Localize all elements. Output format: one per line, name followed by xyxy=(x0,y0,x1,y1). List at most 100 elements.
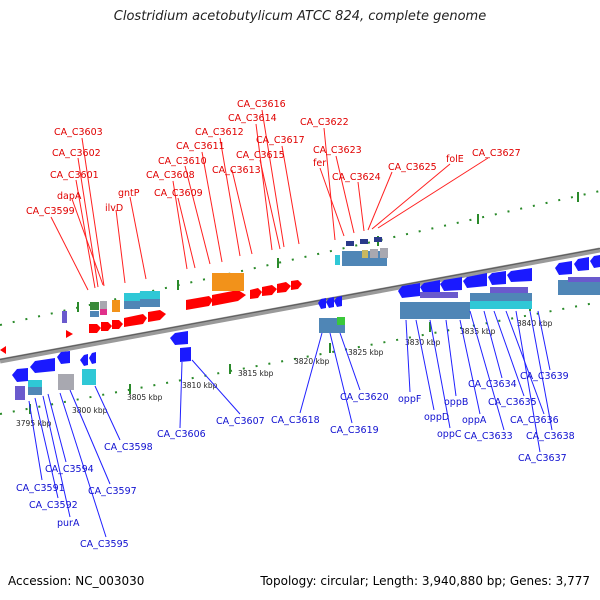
gene-label: CA_C3635 xyxy=(488,397,537,408)
gene-label: oppA xyxy=(462,415,487,426)
reverse-gene xyxy=(507,268,532,282)
domain-block xyxy=(568,277,600,282)
domain-block xyxy=(28,380,42,387)
gene-label: CA_C3620 xyxy=(340,392,389,403)
gene-label: dapA xyxy=(57,191,82,202)
gene-label: ilvD xyxy=(105,203,123,214)
domain-block xyxy=(400,302,470,309)
reverse-gene xyxy=(170,331,188,345)
forward-gene xyxy=(277,282,291,293)
reverse-gene xyxy=(89,352,96,364)
reverse-strand-genes xyxy=(12,255,600,382)
scale-label: 3820 kbp xyxy=(294,357,330,366)
scale-label: 3815 kbp xyxy=(238,369,274,378)
scale-labels: 3795 kbp 3800 kbp 3805 kbp 3810 kbp 3815… xyxy=(16,319,553,428)
domain-block xyxy=(140,291,160,299)
domain-block xyxy=(490,287,528,293)
forward-gene xyxy=(186,296,213,310)
reverse-gene xyxy=(555,261,572,275)
forward-gene xyxy=(101,322,112,331)
reverse-domain-blocks xyxy=(15,277,600,400)
gene-label: CA_C3603 xyxy=(54,127,103,138)
gene-label: CA_C3637 xyxy=(518,453,567,464)
forward-gene xyxy=(112,320,123,329)
reverse-gene xyxy=(334,296,342,307)
scale-label: 3805 kbp xyxy=(127,393,163,402)
gene-label: fer xyxy=(313,158,326,169)
forward-gene xyxy=(148,310,166,322)
genome-stats-text: Topology: circular; Length: 3,940,880 bp… xyxy=(260,574,590,588)
scale-label: 3810 kbp xyxy=(182,381,218,390)
gene-label: CA_C3623 xyxy=(313,145,362,156)
gene-label: oppD xyxy=(424,412,449,423)
genome-backbone xyxy=(0,247,600,364)
reverse-gene xyxy=(398,283,420,298)
reverse-gene-labels: CA_C3591 CA_C3592 CA_C3594 purA CA_C3595… xyxy=(16,371,575,550)
domain-block xyxy=(374,237,382,242)
domain-block xyxy=(420,292,458,298)
gene-label: CA_C3594 xyxy=(45,464,94,475)
gene-label: oppC xyxy=(437,429,462,440)
gene-label: CA_C3595 xyxy=(80,539,129,550)
gene-label: CA_C3638 xyxy=(526,431,575,442)
gene-label: CA_C3598 xyxy=(104,442,153,453)
gene-label: CA_C3633 xyxy=(464,431,513,442)
domain-block xyxy=(90,311,99,317)
domain-block xyxy=(62,311,67,323)
gene-label: CA_C3608 xyxy=(146,170,195,181)
gene-label: CA_C3601 xyxy=(50,170,99,181)
domain-block xyxy=(319,325,345,333)
domain-block xyxy=(140,299,160,307)
domain-block xyxy=(470,293,532,301)
domain-block xyxy=(470,301,532,309)
gene-label: CA_C3613 xyxy=(212,165,261,176)
gene-label: CA_C3592 xyxy=(29,500,78,511)
domain-block xyxy=(212,273,244,291)
gene-label: CA_C3599 xyxy=(26,206,75,217)
domain-block xyxy=(319,318,345,325)
domain-block xyxy=(380,248,388,258)
forward-gene xyxy=(250,288,262,299)
reverse-gene xyxy=(318,298,326,309)
scale-label: 3830 kbp xyxy=(405,338,441,347)
reverse-gene xyxy=(30,358,55,373)
gene-label: oppB xyxy=(444,397,468,408)
gene-label: CA_C3625 xyxy=(388,162,437,173)
domain-block xyxy=(400,309,470,319)
gene-label: CA_C3615 xyxy=(236,150,285,161)
gene-label: CA_C3597 xyxy=(88,486,137,497)
gene-label: CA_C3627 xyxy=(472,148,521,159)
gene-label: CA_C3612 xyxy=(195,127,244,138)
gene-label: CA_C3610 xyxy=(158,156,207,167)
domain-block xyxy=(335,255,340,265)
forward-strand-genes xyxy=(0,280,302,354)
domain-block xyxy=(90,302,99,310)
forward-gene xyxy=(291,280,302,290)
reverse-gene xyxy=(57,351,70,364)
scale-label: 3825 kbp xyxy=(348,348,384,357)
domain-block xyxy=(100,309,107,315)
domain-block xyxy=(124,293,140,301)
scale-label: 3795 kbp xyxy=(16,419,52,428)
domain-block xyxy=(82,369,96,385)
forward-gene xyxy=(124,314,147,327)
domain-block xyxy=(100,301,107,309)
forward-leader-lines xyxy=(50,109,489,291)
reverse-gene xyxy=(326,297,334,308)
gene-label: CA_C3602 xyxy=(52,148,101,159)
reverse-gene xyxy=(420,280,440,294)
reverse-gene xyxy=(12,368,28,382)
forward-major-ticks xyxy=(77,192,579,312)
reverse-scale-ruler xyxy=(0,301,600,415)
domain-block xyxy=(58,374,74,390)
gene-label: CA_C3624 xyxy=(332,172,381,183)
scale-label: 3835 kbp xyxy=(460,327,496,336)
gene-label: CA_C3622 xyxy=(300,117,349,128)
reverse-gene xyxy=(574,257,589,271)
forward-domain-blocks xyxy=(62,237,388,323)
gene-label: CA_C3639 xyxy=(520,371,569,382)
map-title: Clostridium acetobutylicum ATCC 824, com… xyxy=(113,9,487,24)
domain-block xyxy=(558,280,600,287)
